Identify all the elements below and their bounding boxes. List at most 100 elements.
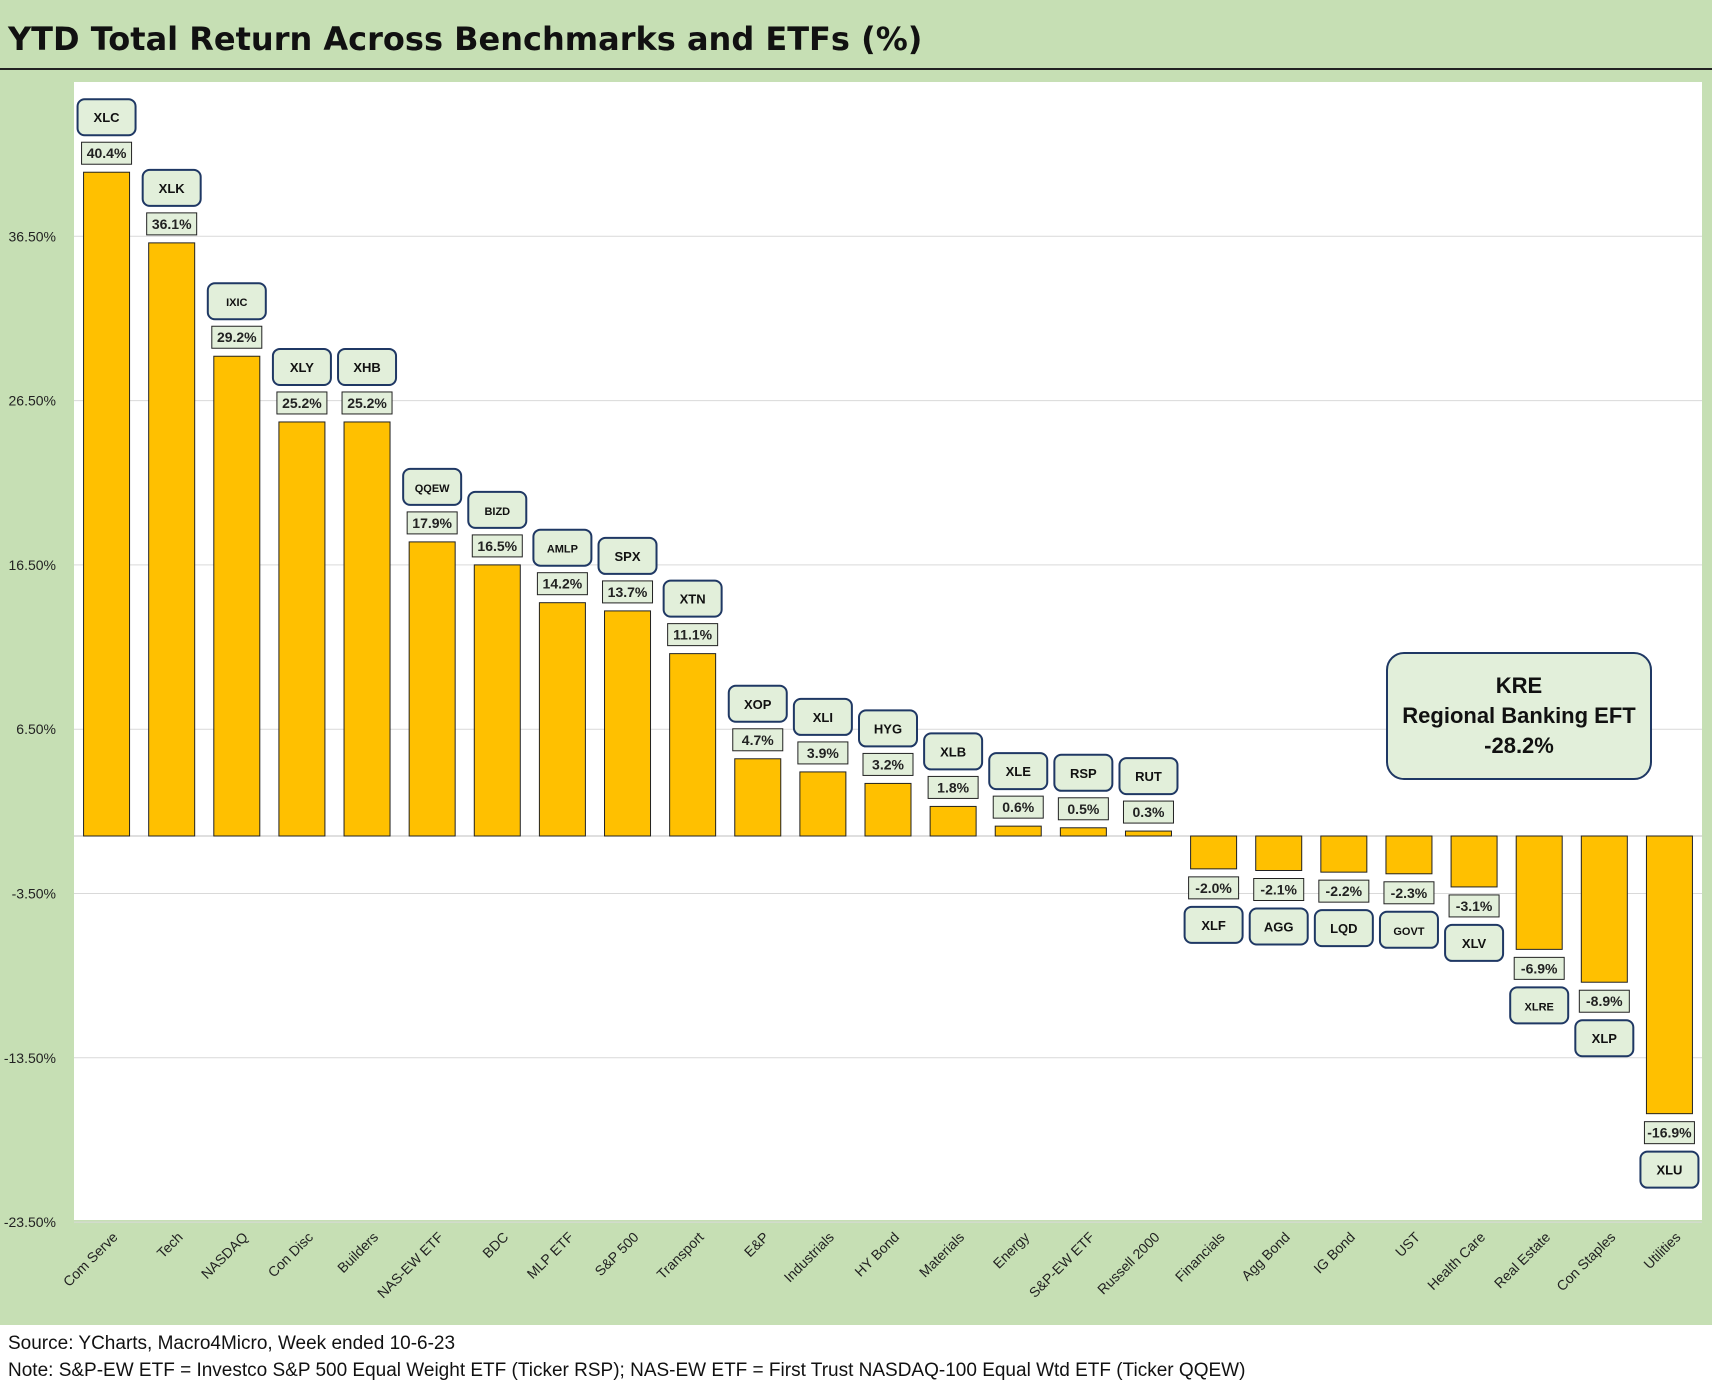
data-label-box bbox=[732, 728, 784, 752]
y-tick-label: 6.50% bbox=[16, 721, 56, 737]
ticker-label: AGG bbox=[1264, 920, 1294, 935]
x-tick-label: Tech bbox=[154, 1229, 186, 1261]
data-label-box bbox=[862, 752, 914, 776]
ticker-label-box bbox=[858, 709, 918, 748]
ticker-label-box bbox=[1248, 907, 1309, 946]
data-label-box bbox=[1513, 956, 1565, 980]
ticker-label: XLC bbox=[94, 110, 121, 125]
ticker-label-box bbox=[1509, 986, 1570, 1025]
data-label-box bbox=[81, 141, 133, 165]
data-label: 0.5% bbox=[1067, 801, 1099, 817]
data-label-box bbox=[1188, 876, 1240, 900]
frame-bottom bbox=[0, 1220, 1712, 1325]
callout-description: Regional Banking EFT bbox=[1402, 703, 1636, 728]
x-tick-label: IG Bond bbox=[1310, 1229, 1358, 1277]
bar bbox=[734, 758, 782, 837]
ticker-label-box bbox=[337, 347, 398, 386]
data-label: 36.1% bbox=[152, 216, 192, 232]
data-label-box bbox=[927, 775, 979, 799]
x-tick-label: Com Serve bbox=[60, 1229, 121, 1290]
x-tick-label: Financials bbox=[1172, 1229, 1228, 1285]
ticker-label-box bbox=[597, 536, 658, 575]
ticker-label: XOP bbox=[744, 697, 772, 712]
data-label-box bbox=[536, 572, 588, 596]
data-label-box bbox=[276, 391, 328, 415]
data-label-box bbox=[1122, 800, 1174, 824]
ticker-label: HYG bbox=[874, 721, 902, 736]
kre-callout-box: KRE Regional Banking EFT -28.2% bbox=[1386, 652, 1652, 780]
data-label: 25.2% bbox=[282, 395, 322, 411]
ticker-label: XLI bbox=[813, 710, 833, 725]
data-label-box bbox=[341, 391, 393, 415]
x-tick-label: Energy bbox=[990, 1229, 1033, 1272]
y-tick-label: 36.50% bbox=[9, 228, 56, 244]
y-tick-label: -23.50% bbox=[4, 1214, 56, 1230]
bar bbox=[148, 242, 196, 837]
x-tick-label: UST bbox=[1392, 1228, 1423, 1259]
data-label-box bbox=[1578, 989, 1630, 1013]
ticker-label-box bbox=[1378, 910, 1439, 949]
source-area: Source: YCharts, Macro4Micro, Week ended… bbox=[0, 1325, 1712, 1392]
data-label-box bbox=[406, 511, 458, 535]
source-text: Source: YCharts, Macro4Micro, Week ended… bbox=[8, 1333, 456, 1354]
data-label-box bbox=[797, 741, 849, 765]
x-tick-label: HY Bond bbox=[851, 1229, 902, 1280]
title-bar: YTD Total Return Across Benchmarks and E… bbox=[0, 0, 1712, 70]
data-label: 14.2% bbox=[543, 576, 583, 592]
bar bbox=[473, 564, 521, 837]
ticker-label-box bbox=[1444, 923, 1505, 962]
data-label: -2.0% bbox=[1195, 880, 1232, 896]
note-text: Note: S&P-EW ETF = Investco S&P 500 Equa… bbox=[8, 1360, 1246, 1381]
bar bbox=[213, 355, 261, 837]
x-tick-label: Materials bbox=[916, 1229, 967, 1280]
chart-title: YTD Total Return Across Benchmarks and E… bbox=[8, 20, 923, 58]
ticker-label-box bbox=[727, 684, 788, 723]
x-tick-label: NAS-EW ETF bbox=[374, 1229, 446, 1301]
data-label-box bbox=[667, 623, 719, 647]
ticker-label: XLRE bbox=[1525, 1001, 1554, 1013]
bar bbox=[929, 805, 977, 837]
data-label: -2.3% bbox=[1391, 885, 1428, 901]
ticker-label-box bbox=[923, 732, 984, 771]
ticker-label: RUT bbox=[1135, 769, 1162, 784]
x-tick-label: Con Disc bbox=[265, 1229, 316, 1280]
ticker-label: QQEW bbox=[415, 483, 450, 495]
bar bbox=[1255, 835, 1303, 872]
frame-left bbox=[0, 70, 74, 1220]
ticker-label-box bbox=[662, 579, 723, 618]
x-tick-label: BDC bbox=[479, 1229, 511, 1261]
bar bbox=[1645, 835, 1693, 1115]
ticker-label: XLF bbox=[1201, 918, 1226, 933]
data-label-box bbox=[602, 580, 654, 604]
bar bbox=[1450, 835, 1498, 888]
data-label: 3.9% bbox=[807, 745, 839, 761]
bar bbox=[1124, 830, 1172, 837]
ticker-label: RSP bbox=[1070, 766, 1097, 781]
data-label-box bbox=[1383, 881, 1435, 905]
bar bbox=[1059, 827, 1107, 837]
data-label: 1.8% bbox=[937, 779, 969, 795]
data-label: 17.9% bbox=[412, 515, 452, 531]
x-tick-label: E&P bbox=[741, 1229, 772, 1260]
bar bbox=[83, 171, 131, 837]
ticker-label-box bbox=[1183, 905, 1244, 944]
y-tick-label: -3.50% bbox=[12, 886, 56, 902]
ticker-label: XLV bbox=[1462, 936, 1487, 951]
x-tick-label: Agg Bond bbox=[1238, 1229, 1293, 1284]
bar bbox=[994, 825, 1042, 837]
y-tick-label: 16.50% bbox=[9, 557, 56, 573]
y-tick-label: 26.50% bbox=[9, 393, 56, 409]
ticker-label: XLB bbox=[940, 744, 966, 759]
bar bbox=[408, 541, 456, 837]
x-tick-label: Con Staples bbox=[1553, 1229, 1618, 1294]
bar bbox=[1320, 835, 1368, 873]
x-tick-label: Industrials bbox=[781, 1229, 837, 1285]
data-label: 40.4% bbox=[87, 145, 127, 161]
data-label: 3.2% bbox=[872, 756, 904, 772]
callout-ticker: KRE bbox=[1495, 673, 1543, 698]
data-label: 0.6% bbox=[1002, 799, 1034, 815]
x-tick-label: Russell 2000 bbox=[1094, 1229, 1163, 1298]
ticker-label: XLK bbox=[159, 181, 186, 196]
ticker-label-box bbox=[271, 347, 332, 386]
